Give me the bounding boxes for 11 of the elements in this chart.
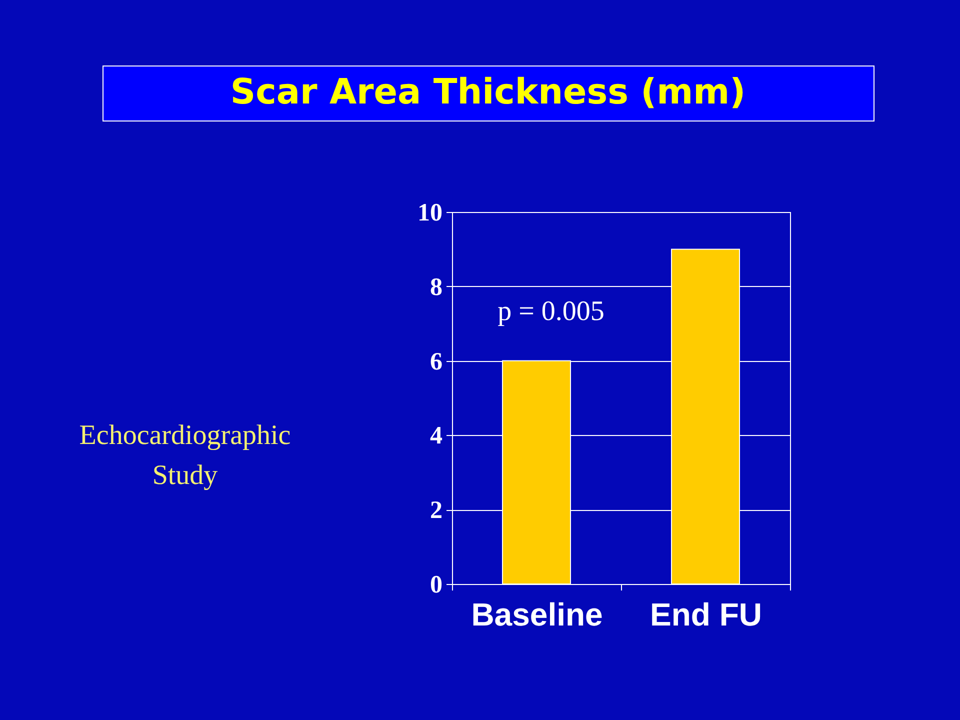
text: Echocardiographic Study — [79, 420, 291, 491]
y-tick-label: 4 — [430, 422, 443, 450]
x-tick-label: Baseline — [471, 596, 603, 632]
y-tick-label: 10 — [418, 200, 442, 226]
x-tick-label: End FU — [650, 596, 762, 632]
y-tick-label: 6 — [430, 348, 442, 376]
y-tick-label: 0 — [430, 572, 442, 598]
y-tick-label: 8 — [430, 274, 442, 301]
chart-title: Scar Area Thickness (mm) — [230, 72, 746, 112]
y-tick-label: 2 — [430, 497, 442, 524]
annotation: p = 0.005 — [498, 296, 604, 327]
